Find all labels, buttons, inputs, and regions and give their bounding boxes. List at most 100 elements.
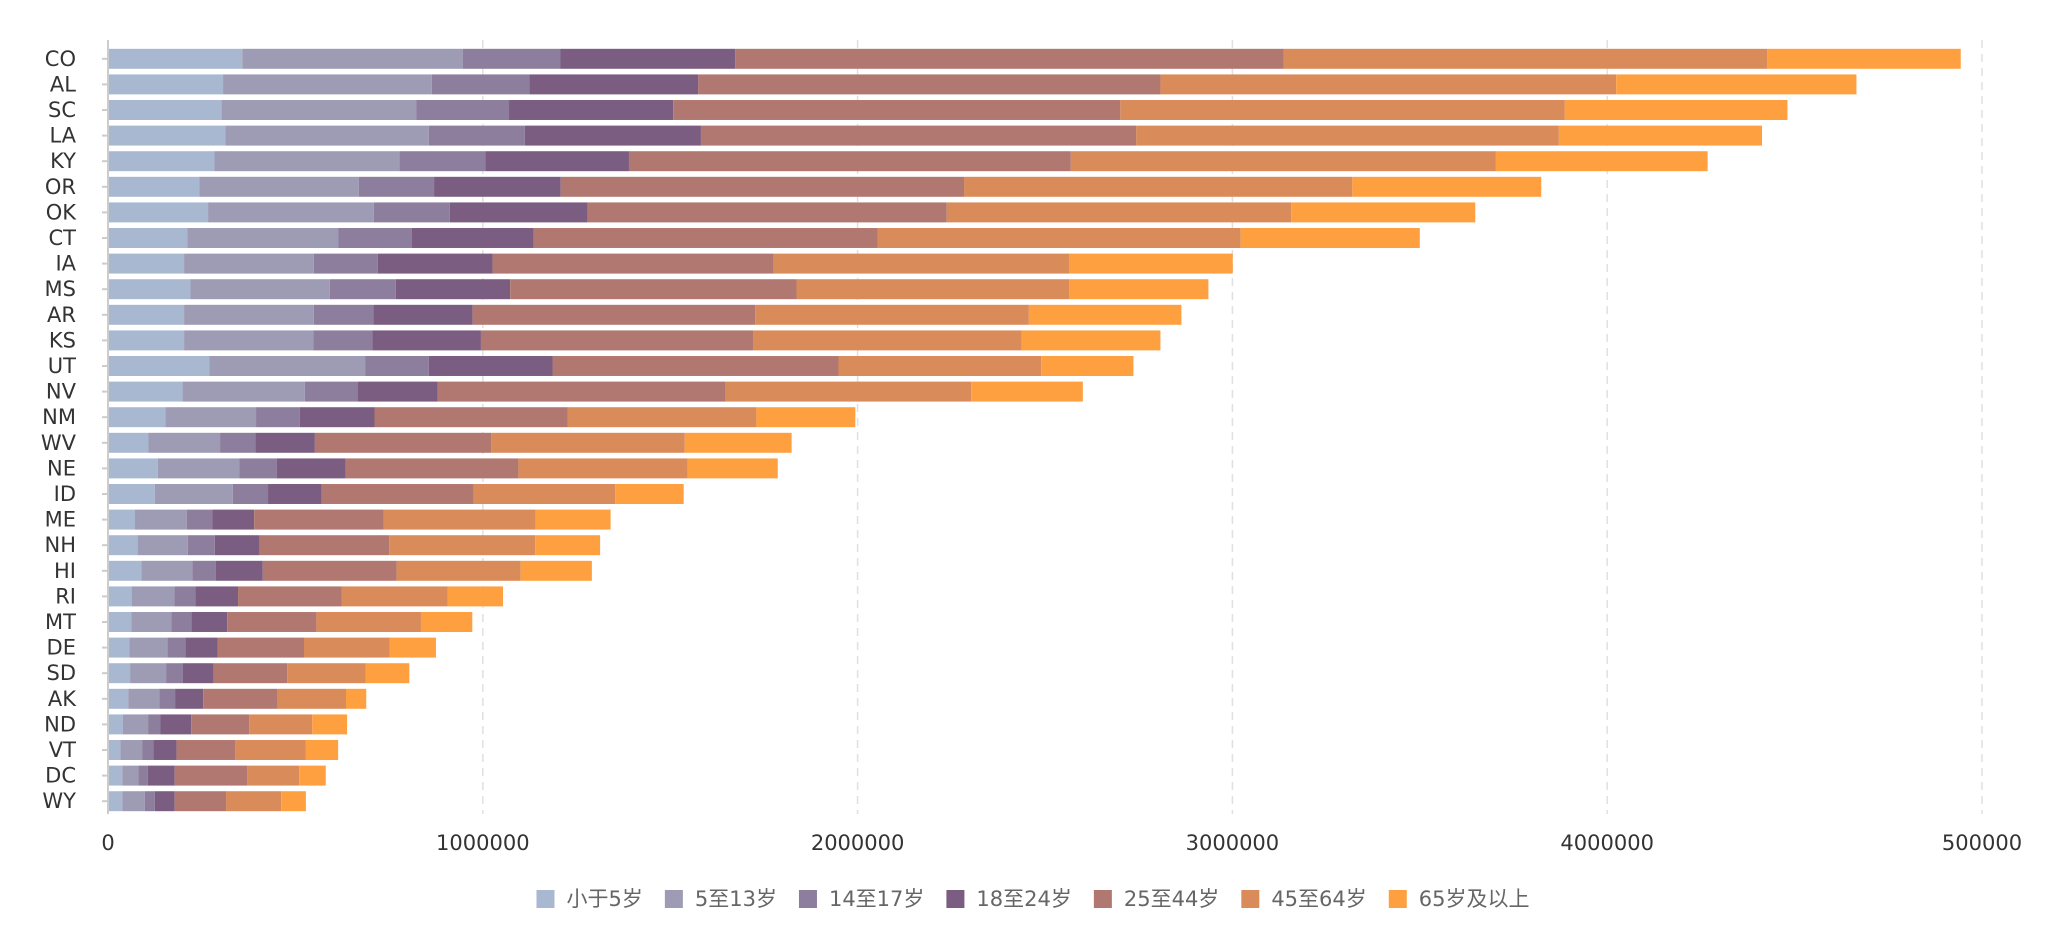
bar-segment[interactable] bbox=[108, 125, 226, 146]
bar-segment[interactable] bbox=[756, 407, 856, 428]
bar-segment[interactable] bbox=[684, 432, 792, 453]
bar-segment[interactable] bbox=[176, 740, 236, 760]
bar-segment[interactable] bbox=[108, 432, 149, 453]
bar-segment[interactable] bbox=[1352, 176, 1542, 197]
bar-segment[interactable] bbox=[615, 484, 684, 504]
bar-segment[interactable] bbox=[524, 125, 701, 146]
bar-segment[interactable] bbox=[1616, 74, 1857, 95]
bar-segment[interactable] bbox=[217, 637, 305, 658]
bar-segment[interactable] bbox=[122, 714, 149, 735]
bar-segment[interactable] bbox=[108, 202, 209, 223]
bar-segment[interactable] bbox=[533, 228, 878, 248]
bar-segment[interactable] bbox=[138, 765, 148, 786]
bar-segment[interactable] bbox=[560, 176, 965, 197]
bar-segment[interactable] bbox=[299, 765, 326, 786]
bar-segment[interactable] bbox=[383, 509, 536, 530]
bar-segment[interactable] bbox=[276, 458, 346, 479]
bar-segment[interactable] bbox=[184, 304, 314, 325]
bar-segment[interactable] bbox=[316, 612, 421, 632]
bar-segment[interactable] bbox=[399, 151, 486, 172]
bar-segment[interactable] bbox=[1041, 356, 1134, 376]
bar-segment[interactable] bbox=[137, 535, 188, 556]
bar-segment[interactable] bbox=[299, 407, 375, 428]
bar-segment[interactable] bbox=[223, 74, 432, 95]
bar-segment[interactable] bbox=[108, 612, 132, 632]
bar-segment[interactable] bbox=[628, 151, 1071, 172]
bar-segment[interactable] bbox=[148, 432, 221, 453]
bar-segment[interactable] bbox=[130, 663, 167, 684]
bar-segment[interactable] bbox=[1564, 100, 1788, 120]
bar-segment[interactable] bbox=[396, 560, 521, 581]
bar-segment[interactable] bbox=[185, 637, 218, 658]
bar-segment[interactable] bbox=[698, 74, 1161, 95]
bar-segment[interactable] bbox=[755, 304, 1029, 325]
bar-segment[interactable] bbox=[480, 330, 754, 351]
bar-segment[interactable] bbox=[108, 535, 138, 556]
bar-segment[interactable] bbox=[191, 612, 228, 632]
bar-segment[interactable] bbox=[174, 791, 227, 812]
bar-segment[interactable] bbox=[389, 637, 436, 658]
bar-segment[interactable] bbox=[212, 509, 255, 530]
bar-segment[interactable] bbox=[377, 253, 493, 274]
bar-segment[interactable] bbox=[184, 253, 314, 274]
bar-segment[interactable] bbox=[1028, 304, 1182, 325]
bar-segment[interactable] bbox=[148, 714, 161, 735]
bar-segment[interactable] bbox=[529, 74, 699, 95]
bar-segment[interactable] bbox=[485, 151, 629, 172]
bar-segment[interactable] bbox=[235, 740, 306, 760]
bar-segment[interactable] bbox=[128, 688, 160, 709]
bar-segment[interactable] bbox=[373, 304, 473, 325]
bar-segment[interactable] bbox=[491, 432, 685, 453]
bar-segment[interactable] bbox=[108, 714, 123, 735]
bar-segment[interactable] bbox=[213, 663, 288, 684]
bar-segment[interactable] bbox=[345, 688, 367, 709]
bar-segment[interactable] bbox=[725, 381, 972, 402]
bar-segment[interactable] bbox=[182, 663, 214, 684]
bar-segment[interactable] bbox=[239, 458, 277, 479]
bar-segment[interactable] bbox=[345, 458, 519, 479]
bar-segment[interactable] bbox=[215, 560, 263, 581]
bar-segment[interactable] bbox=[1120, 100, 1565, 120]
legend-item[interactable]: 18至24岁 bbox=[946, 887, 1072, 911]
bar-segment[interactable] bbox=[357, 381, 438, 402]
bar-segment[interactable] bbox=[277, 688, 346, 709]
bar-segment[interactable] bbox=[238, 586, 342, 607]
bar-segment[interactable] bbox=[160, 714, 192, 735]
bar-segment[interactable] bbox=[509, 100, 674, 120]
bar-segment[interactable] bbox=[209, 356, 366, 376]
bar-segment[interactable] bbox=[186, 509, 213, 530]
bar-segment[interactable] bbox=[195, 586, 239, 607]
bar-segment[interactable] bbox=[700, 125, 1137, 146]
legend-item[interactable]: 25至44岁 bbox=[1093, 887, 1219, 911]
bar-segment[interactable] bbox=[214, 151, 400, 172]
bar-segment[interactable] bbox=[131, 586, 175, 607]
bar-segment[interactable] bbox=[395, 279, 511, 300]
bar-segment[interactable] bbox=[199, 176, 359, 197]
bar-segment[interactable] bbox=[434, 176, 561, 197]
bar-segment[interactable] bbox=[190, 279, 330, 300]
bar-segment[interactable] bbox=[338, 228, 412, 248]
bar-segment[interactable] bbox=[753, 330, 1022, 351]
bar-segment[interactable] bbox=[304, 637, 390, 658]
bar-segment[interactable] bbox=[108, 381, 183, 402]
bar-segment[interactable] bbox=[108, 560, 142, 581]
bar-segment[interactable] bbox=[226, 791, 282, 812]
bar-segment[interactable] bbox=[687, 458, 778, 479]
bar-segment[interactable] bbox=[971, 381, 1083, 402]
bar-segment[interactable] bbox=[174, 586, 196, 607]
bar-segment[interactable] bbox=[259, 535, 390, 556]
bar-segment[interactable] bbox=[673, 100, 1121, 120]
bar-segment[interactable] bbox=[108, 765, 123, 786]
bar-segment[interactable] bbox=[1068, 253, 1233, 274]
bar-segment[interactable] bbox=[1767, 48, 1961, 69]
bar-segment[interactable] bbox=[108, 228, 188, 248]
bar-segment[interactable] bbox=[560, 48, 736, 69]
bar-segment[interactable] bbox=[175, 688, 204, 709]
bar-segment[interactable] bbox=[1021, 330, 1161, 351]
bar-segment[interactable] bbox=[262, 560, 397, 581]
bar-segment[interactable] bbox=[227, 612, 317, 632]
bar-segment[interactable] bbox=[192, 560, 216, 581]
bar-segment[interactable] bbox=[142, 740, 154, 760]
bar-segment[interactable] bbox=[411, 228, 534, 248]
bar-segment[interactable] bbox=[108, 407, 166, 428]
